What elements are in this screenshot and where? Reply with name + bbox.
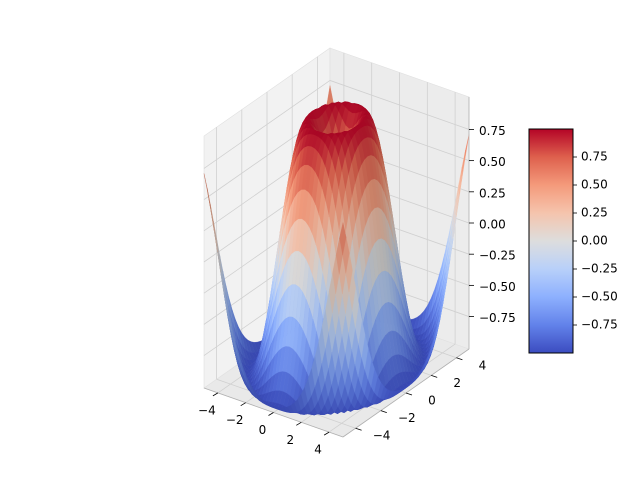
colorbar-tick-label: 0.75 <box>581 150 608 164</box>
x-tick-label: 0 <box>259 423 267 437</box>
colorbar-tick-label: −0.50 <box>581 290 618 304</box>
y-tick-label: 4 <box>479 358 487 372</box>
z-tick-label: 0.75 <box>479 124 506 138</box>
y-tick-label: −4 <box>373 429 391 443</box>
y-tick-label: 0 <box>428 394 436 408</box>
y-tick-mark <box>456 357 463 361</box>
z-tick-label: 0.25 <box>479 186 506 200</box>
tick-labels: −4 −2 0 2 4 −4 −2 0 2 4 0.75 0.50 0.25 0.00 −0.25 −0.50… <box>198 124 516 457</box>
x-tick-mark <box>268 412 274 416</box>
z-tick-label: 0.50 <box>479 155 506 169</box>
colorbar: 0.75 0.50 0.25 0.00 −0.25 −0.50 −0.75 <box>528 128 618 354</box>
colorbar-gradient <box>528 128 574 354</box>
colorbar-tick-label: 0.00 <box>581 234 608 248</box>
colorbar-tick-label: −0.25 <box>581 262 618 276</box>
colorbar-tick-label: −0.75 <box>581 318 618 332</box>
surface-mesh <box>203 85 470 416</box>
z-tick-label: −0.25 <box>479 249 516 263</box>
x-tick-mark <box>240 402 246 407</box>
x-tick-label: 2 <box>286 433 294 447</box>
gridline-z-wall-x <box>203 80 331 169</box>
x-tick-mark <box>296 421 302 426</box>
gridline-z-wall-y <box>329 80 470 130</box>
z-tick-label: 0.00 <box>479 218 506 232</box>
colorbar-tick-label: 0.50 <box>581 178 608 192</box>
x-tick-label: −2 <box>226 413 244 427</box>
x-tick-label: 4 <box>314 443 322 457</box>
y-tick-label: 2 <box>453 376 461 390</box>
x-tick-mark <box>323 431 330 436</box>
y-tick-mark <box>431 375 438 378</box>
z-tick-label: −0.75 <box>479 311 516 325</box>
x-tick-label: −4 <box>198 403 216 417</box>
x-tick-mark <box>212 392 219 397</box>
y-tick-label: −2 <box>398 411 416 425</box>
y-tick-mark <box>380 410 387 413</box>
colorbar-tick-label: 0.25 <box>581 206 608 220</box>
z-tick-label: −0.50 <box>479 280 516 294</box>
y-tick-mark <box>355 427 362 431</box>
y-tick-mark <box>405 392 413 396</box>
surface-facet <box>339 222 347 256</box>
